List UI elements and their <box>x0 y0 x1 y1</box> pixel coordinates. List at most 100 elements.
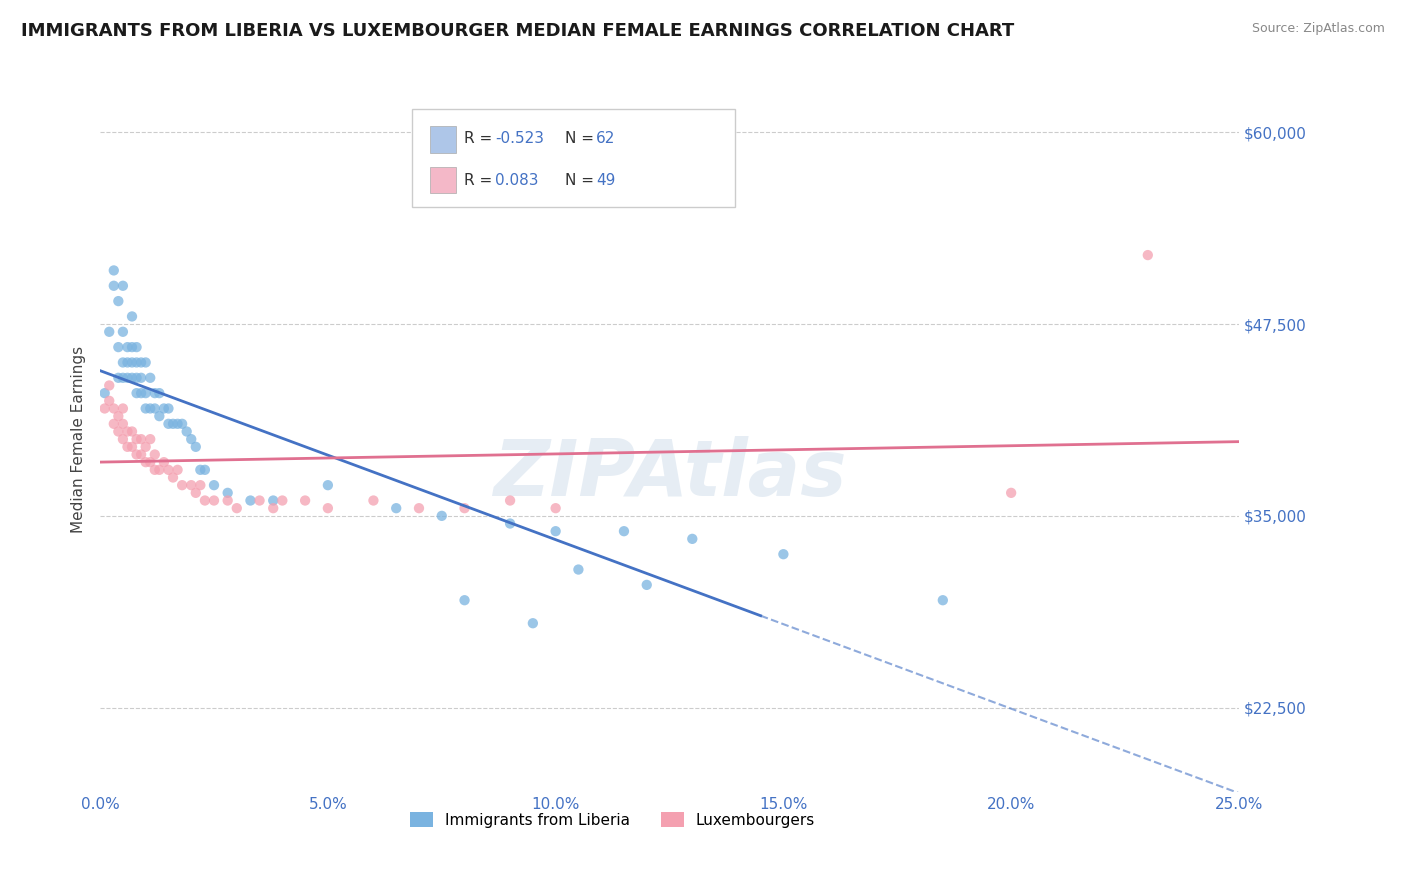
Point <box>129 355 152 369</box>
Text: -0.523: -0.523 <box>495 130 544 145</box>
Point <box>121 440 143 454</box>
Point <box>249 493 271 508</box>
Point <box>544 524 567 539</box>
Point <box>636 578 658 592</box>
Point <box>107 371 129 385</box>
Point <box>111 355 134 369</box>
Point <box>103 278 125 293</box>
Point <box>111 325 134 339</box>
Point <box>239 493 262 508</box>
Point <box>316 478 339 492</box>
Point <box>121 310 143 324</box>
Point <box>217 493 239 508</box>
Point <box>135 355 157 369</box>
Point <box>271 493 294 508</box>
Point <box>117 340 139 354</box>
Point <box>125 432 148 446</box>
Point <box>262 501 284 516</box>
Point <box>121 371 143 385</box>
Point <box>294 493 316 508</box>
Point <box>385 501 408 516</box>
Point <box>143 386 166 401</box>
Point <box>111 278 134 293</box>
Point <box>139 401 162 416</box>
Point <box>172 478 194 492</box>
Point <box>129 371 152 385</box>
Point <box>103 417 125 431</box>
Point <box>544 501 567 516</box>
Point <box>129 386 152 401</box>
Point <box>121 425 143 439</box>
Point <box>135 401 157 416</box>
Point <box>430 508 453 523</box>
Text: 49: 49 <box>596 172 616 187</box>
Point <box>499 516 522 531</box>
Point <box>125 448 148 462</box>
Point <box>148 463 170 477</box>
Point <box>408 501 430 516</box>
Point <box>162 470 184 484</box>
Point <box>125 386 148 401</box>
Point <box>125 371 148 385</box>
Text: R =: R = <box>464 172 498 187</box>
Point <box>117 425 139 439</box>
Text: 62: 62 <box>596 130 616 145</box>
Point <box>135 386 157 401</box>
Point <box>121 340 143 354</box>
Point <box>139 371 162 385</box>
Point <box>166 417 188 431</box>
Point <box>111 371 134 385</box>
Text: Source: ZipAtlas.com: Source: ZipAtlas.com <box>1251 22 1385 36</box>
Point <box>180 478 202 492</box>
Point <box>522 616 544 631</box>
Point <box>139 455 162 469</box>
Point <box>117 440 139 454</box>
Point <box>772 547 794 561</box>
Text: N =: N = <box>565 130 599 145</box>
Point <box>111 401 134 416</box>
Point <box>613 524 636 539</box>
Point <box>217 486 239 500</box>
Point <box>932 593 955 607</box>
Point <box>453 593 475 607</box>
Point <box>129 448 152 462</box>
Point <box>111 432 134 446</box>
Point <box>184 486 207 500</box>
Point <box>225 501 247 516</box>
Point <box>194 493 217 508</box>
Legend: Immigrants from Liberia, Luxembourgers: Immigrants from Liberia, Luxembourgers <box>404 805 821 834</box>
Point <box>93 401 115 416</box>
Point <box>139 432 162 446</box>
Point <box>148 409 170 424</box>
Point <box>121 355 143 369</box>
Point <box>188 463 211 477</box>
Text: ZIPAtlas: ZIPAtlas <box>492 436 846 512</box>
Point <box>117 355 139 369</box>
Point <box>499 493 522 508</box>
Point <box>143 448 166 462</box>
Point <box>111 417 134 431</box>
Point <box>107 409 129 424</box>
Point <box>153 401 176 416</box>
Point <box>157 463 180 477</box>
Point <box>681 532 703 546</box>
Point <box>1000 486 1022 500</box>
Point <box>1136 248 1159 262</box>
Point <box>363 493 385 508</box>
Point <box>162 417 184 431</box>
Text: N =: N = <box>565 172 599 187</box>
Point <box>176 425 198 439</box>
Point <box>125 340 148 354</box>
Point <box>184 440 207 454</box>
Point <box>98 325 121 339</box>
Point <box>202 478 225 492</box>
Text: 0.083: 0.083 <box>495 172 538 187</box>
Point <box>107 425 129 439</box>
Point <box>143 463 166 477</box>
Point <box>98 393 121 408</box>
Point <box>316 501 339 516</box>
Point <box>157 401 180 416</box>
Point <box>166 463 188 477</box>
Point <box>194 463 217 477</box>
Point <box>107 340 129 354</box>
